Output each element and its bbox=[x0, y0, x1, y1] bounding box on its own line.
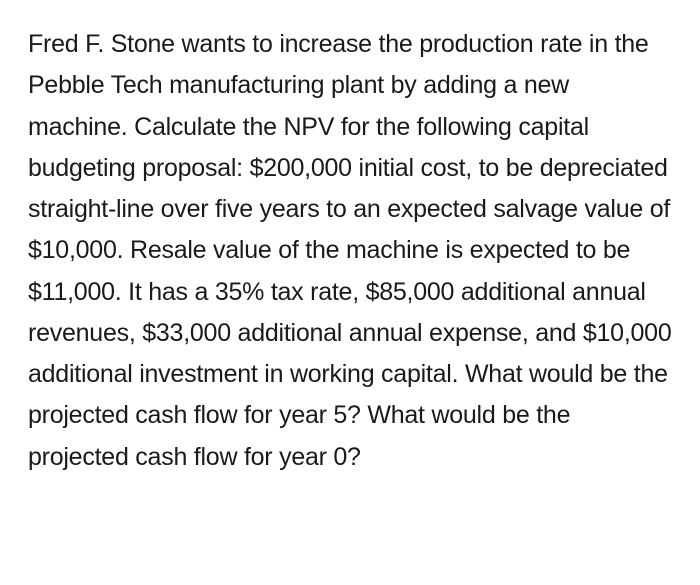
problem-statement: Fred F. Stone wants to increase the prod… bbox=[28, 24, 672, 478]
